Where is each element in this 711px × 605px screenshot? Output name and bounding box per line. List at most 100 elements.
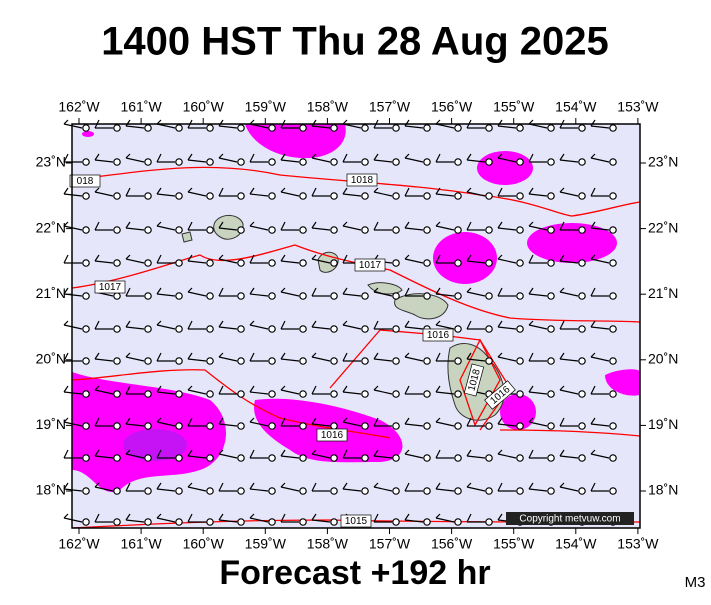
barb-station [454, 357, 462, 365]
barb-flag [311, 417, 317, 425]
barb-station [113, 192, 121, 200]
barb-staff [435, 421, 455, 427]
barb-staff [218, 227, 238, 231]
barb-flag [497, 482, 503, 492]
barb-staff [63, 391, 83, 395]
barb-station [82, 487, 90, 495]
barb-station [206, 422, 214, 430]
barb-station [113, 518, 121, 526]
barb-staff [156, 517, 176, 523]
barb-staff [125, 157, 145, 163]
barb-flag [125, 254, 131, 260]
lon-label-top: 155˚W [493, 99, 535, 115]
barb-staff [156, 293, 176, 297]
barb-station [268, 158, 276, 166]
barb-staff [311, 423, 331, 427]
barb-station [113, 292, 121, 300]
barb-flag [404, 449, 410, 455]
barb-station [206, 226, 214, 234]
barb-station [299, 422, 307, 430]
barb-staff [590, 157, 610, 163]
barb-flag [311, 513, 317, 521]
barb-flag [63, 287, 69, 295]
barb-flag [590, 320, 596, 328]
barb-staff [280, 486, 300, 492]
barb-station [485, 518, 493, 526]
barb-station [299, 192, 307, 200]
barb-flag [249, 513, 255, 519]
barb-station [516, 390, 524, 398]
barb-flag [94, 254, 100, 262]
title: 1400 HST Thu 28 Aug 2025 [101, 20, 609, 64]
barb-station [299, 357, 307, 365]
barb-flag [94, 187, 100, 193]
barb-flag [94, 352, 100, 360]
barb-flag [125, 352, 131, 358]
barb-flag [466, 254, 472, 262]
barb-flag [342, 417, 348, 423]
barb-flag [435, 482, 441, 490]
barb-flag [63, 153, 69, 163]
barb-staff [342, 193, 362, 197]
barb-staff [280, 291, 300, 297]
barb-flag [94, 449, 100, 457]
barb-station [144, 487, 152, 495]
barb-staff [187, 455, 207, 459]
barb-flag [497, 221, 503, 229]
lon-label-top: 160˚W [183, 99, 225, 115]
barb-flag [280, 385, 286, 391]
barb-flag [249, 449, 255, 459]
barb-flag [311, 187, 317, 197]
barb-staff [497, 258, 517, 264]
barb-station [330, 325, 338, 333]
barb-station [237, 226, 245, 234]
barb-station [299, 292, 307, 300]
barb-station [330, 158, 338, 166]
barb-staff [466, 291, 486, 297]
barb-staff [218, 157, 238, 163]
barb-staff [187, 389, 207, 395]
barb-flag [187, 187, 193, 193]
barb-flag [156, 482, 162, 490]
barb-flag [249, 254, 255, 264]
barb-station [175, 422, 183, 430]
barb-station [392, 487, 400, 495]
barb-station [237, 487, 245, 495]
barb-flag [435, 254, 441, 264]
barb-station [268, 226, 276, 234]
barb-station [361, 454, 369, 462]
barb-station [299, 158, 307, 166]
isobar-label-box [316, 428, 348, 442]
barb-station [175, 325, 183, 333]
barb-flag [559, 320, 565, 330]
barb-staff [435, 193, 455, 197]
barb-flag [528, 352, 534, 362]
barb-flag [280, 287, 286, 293]
barb-station [175, 487, 183, 495]
barb-station [609, 292, 617, 300]
barb-flag [156, 320, 162, 326]
barb-staff [311, 157, 331, 163]
isobar-label-box [422, 328, 454, 342]
barb-station [82, 390, 90, 398]
barb-flag [435, 221, 441, 227]
barb-staff [342, 421, 362, 427]
barb-station [206, 325, 214, 333]
copyright: Copyright metvuw.com [519, 514, 620, 525]
barb-flag [373, 513, 379, 523]
barb-staff [528, 391, 548, 395]
barb-staff [249, 391, 269, 395]
barb-flag [559, 417, 565, 427]
barb-staff [528, 324, 548, 330]
barb-station [144, 454, 152, 462]
barb-station [82, 192, 90, 200]
barb-station [237, 124, 245, 132]
barb-staff [559, 159, 579, 163]
barb-flag [466, 320, 472, 330]
lon-label-top: 159˚W [245, 99, 287, 115]
barb-station [392, 124, 400, 132]
barb-flag [311, 153, 317, 159]
barb-staff [404, 519, 424, 523]
barb-station [516, 192, 524, 200]
barb-staff [497, 326, 517, 330]
